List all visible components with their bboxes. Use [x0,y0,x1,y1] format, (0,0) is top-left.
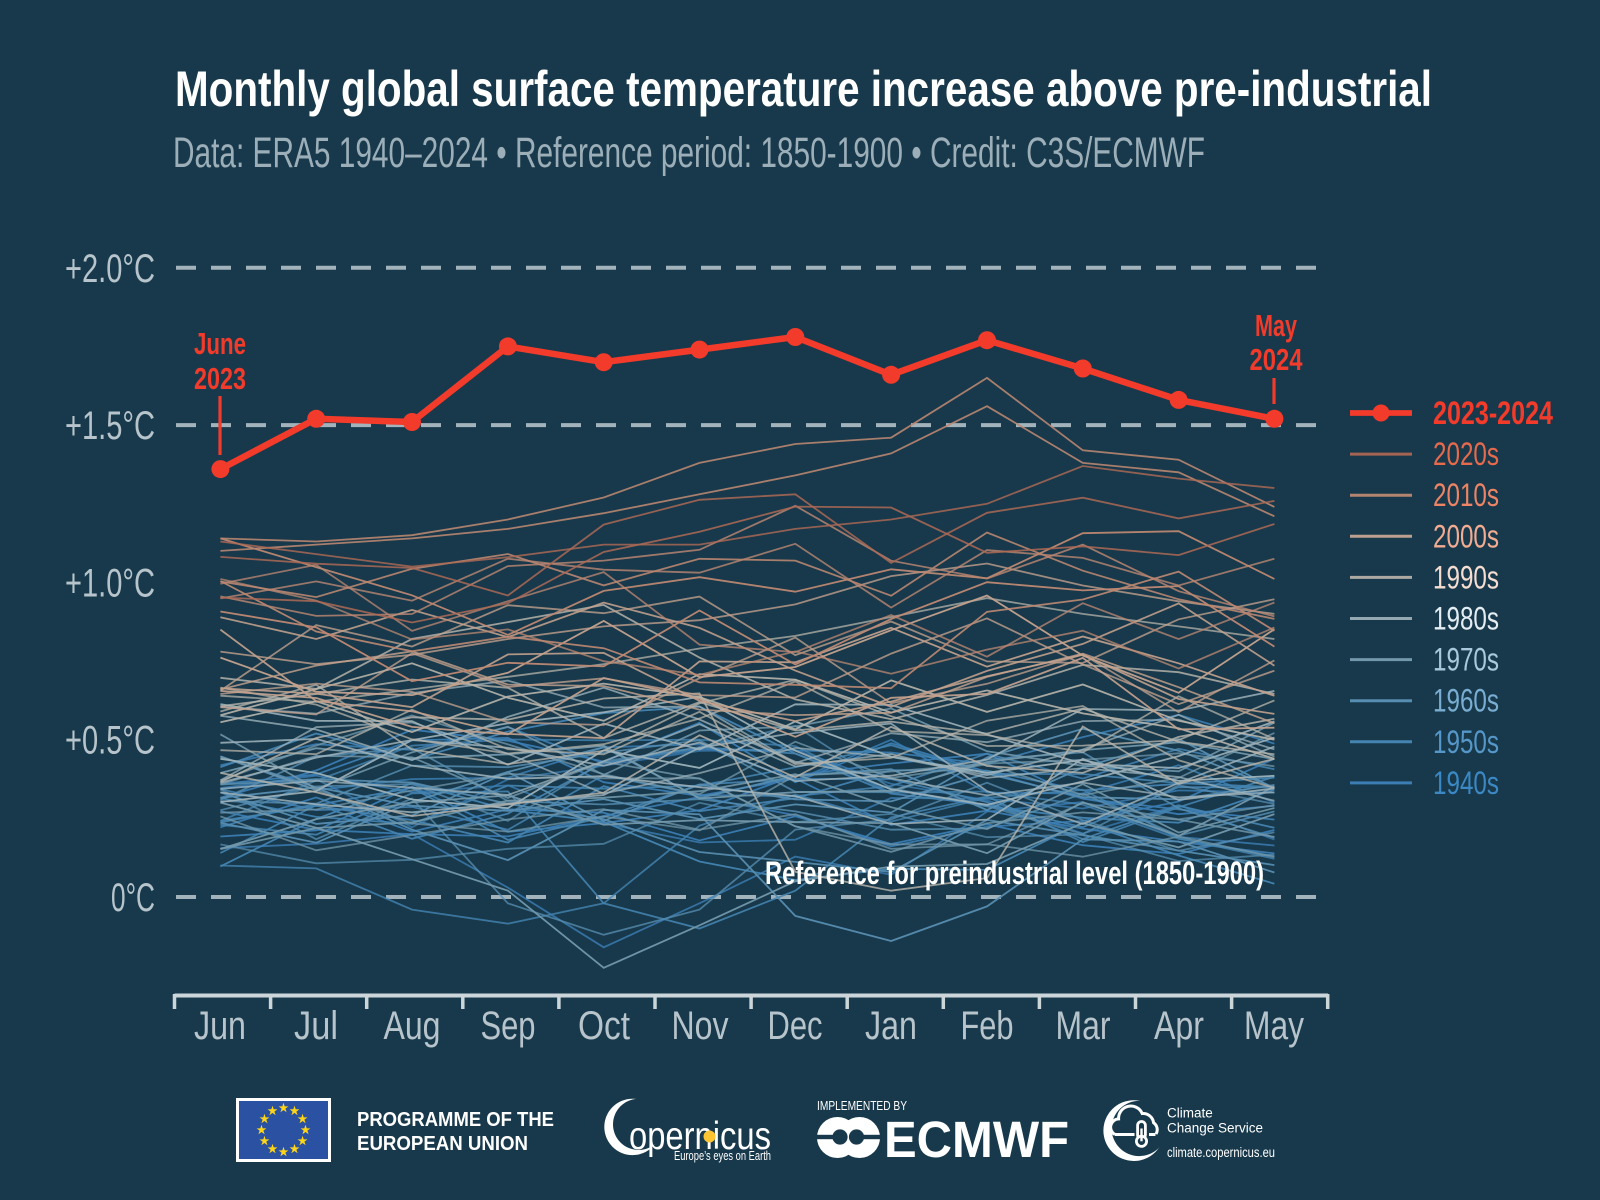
svg-text:Apr: Apr [1154,1004,1204,1048]
svg-text:climate.copernicus.eu: climate.copernicus.eu [1167,1145,1275,1160]
svg-text:+0.5°C: +0.5°C [65,719,155,763]
svg-text:Sep: Sep [481,1004,536,1048]
svg-text:Jul: Jul [294,1004,338,1048]
svg-text:+1.0°C: +1.0°C [65,561,155,605]
svg-text:Aug: Aug [384,1004,441,1048]
svg-text:ECMWF: ECMWF [884,1111,1069,1168]
svg-text:IMPLEMENTED BY: IMPLEMENTED BY [817,1099,908,1113]
svg-text:2000s: 2000s [1433,518,1499,554]
svg-text:Europe’s eyes on Earth: Europe’s eyes on Earth [674,1148,771,1163]
svg-text:2024: 2024 [1250,342,1304,377]
svg-text:Feb: Feb [961,1004,1014,1048]
svg-text:2023: 2023 [194,361,246,396]
svg-text:1990s: 1990s [1433,559,1499,595]
svg-text:May: May [1255,308,1298,343]
svg-text:Change Service: Change Service [1167,1121,1263,1136]
svg-text:EUROPEAN UNION: EUROPEAN UNION [357,1133,528,1155]
svg-text:opernicus: opernicus [629,1115,771,1158]
svg-text:1970s: 1970s [1433,642,1499,678]
svg-text:Data: ERA5 1940–2024 • Refer: Data: ERA5 1940–2024 • Reference period:… [173,129,1205,177]
svg-text:2010s: 2010s [1433,477,1499,513]
svg-text:PROGRAMME OF THE: PROGRAMME OF THE [357,1109,554,1131]
svg-text:1960s: 1960s [1433,683,1499,719]
svg-text:June: June [194,326,246,361]
svg-text:1950s: 1950s [1433,724,1499,760]
svg-text:1980s: 1980s [1433,601,1499,637]
svg-text:+2.0°C: +2.0°C [65,247,155,291]
svg-text:Jun: Jun [194,1004,246,1048]
svg-text:May: May [1244,1004,1304,1048]
svg-text:0°C: 0°C [111,876,155,920]
svg-text:Nov: Nov [672,1004,729,1048]
svg-text:Monthly global surface tempera: Monthly global surface temperature incre… [175,61,1432,117]
svg-text:2023-2024: 2023-2024 [1433,395,1553,431]
svg-text:Jan: Jan [865,1004,917,1048]
svg-text:Mar: Mar [1056,1004,1111,1048]
svg-text:Reference for preindustrial le: Reference for preindustrial level (1850-… [765,855,1264,891]
svg-text:Dec: Dec [768,1004,823,1048]
svg-text:Oct: Oct [578,1004,630,1048]
svg-text:Climate: Climate [1167,1106,1213,1121]
svg-text:+1.5°C: +1.5°C [65,404,155,448]
svg-text:1940s: 1940s [1433,765,1499,801]
svg-text:2020s: 2020s [1433,436,1499,472]
